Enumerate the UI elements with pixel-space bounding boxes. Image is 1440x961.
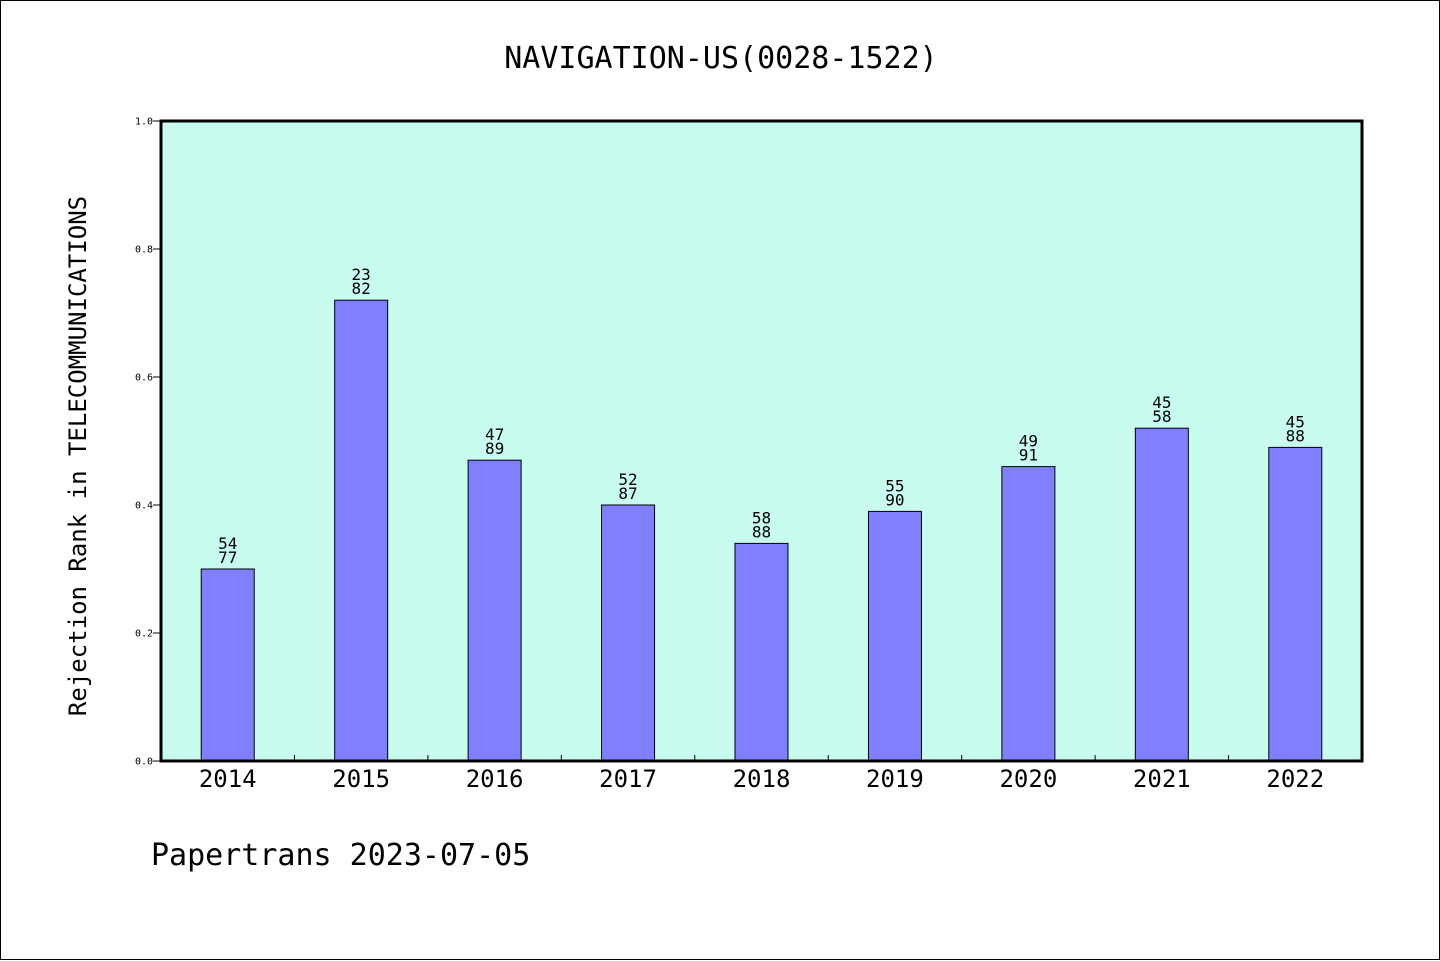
bar-label-bottom: 82 xyxy=(352,279,371,298)
bar xyxy=(867,510,922,762)
bar-label-top: 52 xyxy=(618,470,637,489)
x-tick-label: 2020 xyxy=(999,765,1057,793)
bar-label-top: 54 xyxy=(218,534,237,553)
bar-label-bottom: 88 xyxy=(1286,426,1305,445)
bar-label-bottom: 91 xyxy=(1019,446,1038,465)
bar-label-bottom: 88 xyxy=(752,522,771,541)
bar xyxy=(467,459,522,762)
bar-label-bottom: 87 xyxy=(618,484,637,503)
x-tick-label: 2015 xyxy=(332,765,390,793)
x-tick-label: 2018 xyxy=(733,765,791,793)
x-axis: 2014 2015 2016 2017 2018 2019 2020 2021 2022 xyxy=(199,755,1324,793)
bar xyxy=(200,568,255,762)
bar-label-top: 55 xyxy=(885,476,904,495)
y-tick-label: 0.2 xyxy=(135,629,153,640)
bar-label-top: 23 xyxy=(352,265,371,284)
bar xyxy=(1268,446,1323,762)
x-tick-label: 2021 xyxy=(1133,765,1191,793)
bar-label-bottom: 89 xyxy=(485,439,504,458)
y-tick-label: 0.4 xyxy=(135,501,153,512)
x-tick-label: 2019 xyxy=(866,765,924,793)
plot-border xyxy=(159,119,1364,763)
y-tick-label: 0.6 xyxy=(135,373,153,384)
bar-label-bottom: 77 xyxy=(218,548,237,567)
bar xyxy=(1001,466,1056,762)
y-axis: 0.0 0.2 0.4 0.6 0.8 1.0 xyxy=(135,117,161,768)
bar xyxy=(1134,427,1189,762)
bar-label-bottom: 58 xyxy=(1152,407,1171,426)
bar xyxy=(334,299,389,762)
bar-series xyxy=(200,299,1323,762)
bar-label-bottom: 90 xyxy=(885,490,904,509)
x-tick-label: 2017 xyxy=(599,765,657,793)
bar-label-top: 49 xyxy=(1019,432,1038,451)
x-tick-label: 2016 xyxy=(466,765,524,793)
y-tick-label: 1.0 xyxy=(135,117,153,128)
bar-label-top: 58 xyxy=(752,508,771,527)
y-axis-label: Rejection Rank in TELECOMMUNICATIONS xyxy=(64,196,92,716)
x-tick-label: 2022 xyxy=(1266,765,1324,793)
chart-title: NAVIGATION-US(0028-1522) xyxy=(504,41,937,76)
bar xyxy=(734,542,789,762)
x-tick-label: 2014 xyxy=(199,765,257,793)
y-tick-label: 0.0 xyxy=(135,757,153,768)
bar-label-top: 45 xyxy=(1286,412,1305,431)
bar-label-top: 45 xyxy=(1152,393,1171,412)
chart-footer: Papertrans 2023-07-05 xyxy=(151,838,530,873)
y-tick-label: 0.8 xyxy=(135,245,153,256)
bar-label-top: 47 xyxy=(485,425,504,444)
bar xyxy=(601,504,656,762)
